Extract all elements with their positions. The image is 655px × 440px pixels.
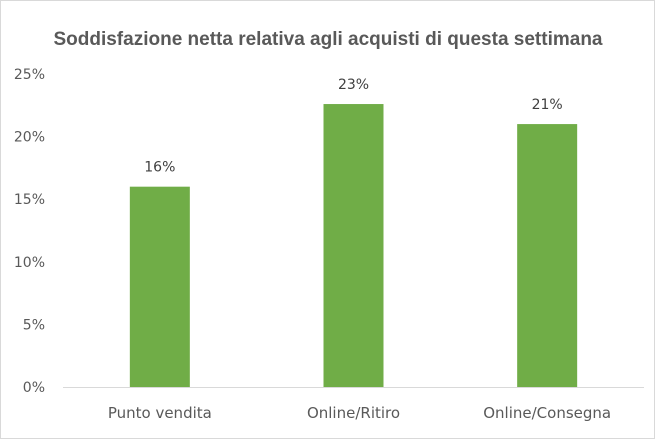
data-label: 23%	[338, 77, 369, 93]
bar	[517, 124, 578, 387]
y-tick-label: 25%	[14, 67, 45, 83]
data-label: 16%	[144, 160, 175, 176]
y-tick-label: 20%	[14, 130, 45, 146]
y-axis: 0% 5% 10% 15% 20% 25%	[14, 67, 45, 396]
bar	[129, 186, 190, 387]
chart-title: Soddisfazione netta relativa agli acquis…	[53, 29, 602, 50]
x-tick-label: Online/Ritiro	[307, 404, 400, 422]
x-tick-label: Punto vendita	[108, 404, 212, 422]
bars	[129, 104, 578, 387]
data-label: 21%	[532, 97, 563, 113]
x-axis: Punto vendita Online/Ritiro Online/Consegn…	[108, 404, 611, 422]
y-tick-label: 10%	[14, 255, 45, 271]
bar	[323, 104, 384, 387]
y-tick-label: 15%	[14, 192, 45, 208]
y-tick-label: 5%	[23, 317, 45, 333]
y-tick-label: 0%	[23, 380, 45, 396]
data-labels: 16% 23% 21%	[144, 77, 562, 176]
x-tick-label: Online/Consegna	[483, 404, 611, 422]
